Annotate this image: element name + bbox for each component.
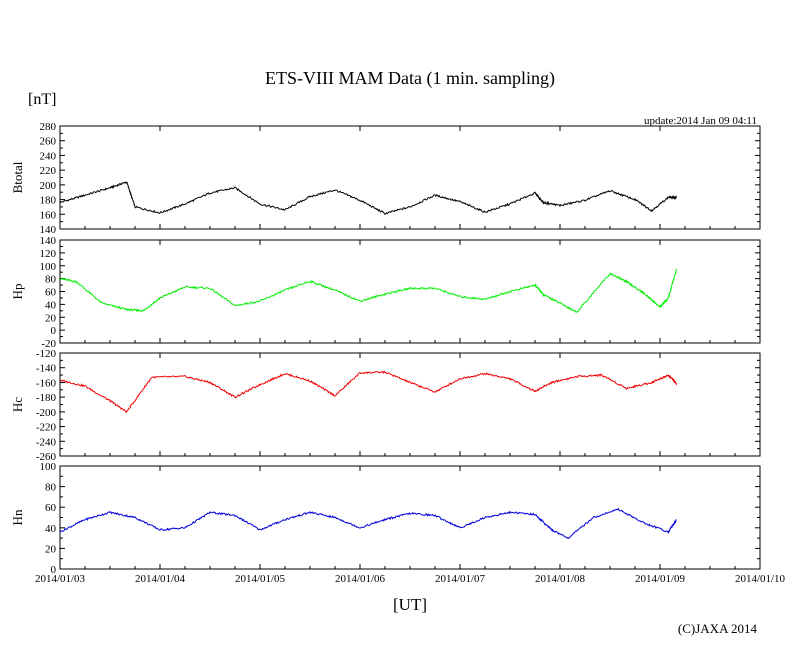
x-axis: 2014/01/03 2014/01/04 2014/01/05 2014/01/06… [35,573,786,585]
y-tick-label: 60 [45,502,57,514]
panel-Btotal: 140 160 180 200 220 240 260 280 Btotal [10,121,761,236]
y-tick-label: 0 [51,564,57,576]
y-tick-label: 80 [45,274,57,286]
x-tick-label: 2014/01/04 [135,573,186,585]
y-tick-label: 140 [40,235,57,247]
series-line-Hc [60,370,678,414]
copyright: (C)JAXA 2014 [678,621,758,636]
y-tick-label: 80 [45,482,57,494]
x-tick-label: 2014/01/03 [35,573,86,585]
y-tick-label: 60 [45,287,57,299]
x-tick-label: 2014/01/09 [635,573,686,585]
update-timestamp: update:2014 Jan 09 04:11 [644,115,757,127]
x-tick-label: 2014/01/06 [335,573,386,585]
y-tick-label: -140 [36,363,57,375]
y-tick-label: 180 [40,195,57,207]
y-tick-label: -200 [36,407,57,419]
y-tick-label: 160 [40,209,57,221]
x-tick-label: 2014/01/10 [735,573,786,585]
y-unit-label: [nT] [28,91,56,108]
y-tick-label: -180 [36,392,57,404]
y-tick-label: -160 [36,377,57,389]
series-line-Hp [60,268,678,314]
panel-frame [59,352,761,457]
y-tick-label: 40 [45,523,57,535]
y-tick-label: 140 [40,224,57,236]
y-tick-label: 260 [40,136,57,148]
panel-ylabel: Hp [10,284,25,300]
chart-title: ETS-VIII MAM Data (1 min. sampling) [265,68,555,89]
y-tick-label: 220 [40,165,57,177]
y-tick-label: 20 [45,543,57,555]
y-tick-label: -240 [36,436,57,448]
y-tick-label: 20 [45,312,57,324]
y-tick-label: 100 [40,461,57,473]
y-tick-label: 40 [45,299,57,311]
y-tick-label: 0 [51,325,57,337]
y-tick-label: -220 [36,422,57,434]
y-tick-label: 280 [40,121,57,133]
y-tick-label: 120 [40,248,57,260]
x-unit-label: [UT] [393,595,427,614]
y-tick-label: -20 [41,338,56,350]
panel-frame [59,125,761,230]
panel-frame [59,239,761,344]
y-tick-label: 100 [40,261,57,273]
panel-Hc: -260 -240 -220 -200 -180 -160 -140 -120 Hc [10,348,761,463]
panel-frame [59,465,761,570]
panel-Hn: 0 20 40 60 80 100 Hn [10,461,761,576]
series-line-Btotal [59,181,677,216]
panel-ylabel: Hc [10,397,25,412]
panel-ylabel: Btotal [10,161,25,193]
x-tick-label: 2014/01/07 [435,573,486,585]
series-line-Hn [59,507,677,539]
y-tick-label: 240 [40,150,57,162]
x-tick-label: 2014/01/05 [235,573,286,585]
panel-ylabel: Hn [10,509,25,525]
y-tick-label: 200 [40,180,57,192]
y-tick-label: -260 [36,451,57,463]
panels: 140160180200220240260280Btotal-200204060… [10,121,761,576]
y-tick-label: -120 [36,348,57,360]
x-tick-label: 2014/01/08 [535,573,586,585]
